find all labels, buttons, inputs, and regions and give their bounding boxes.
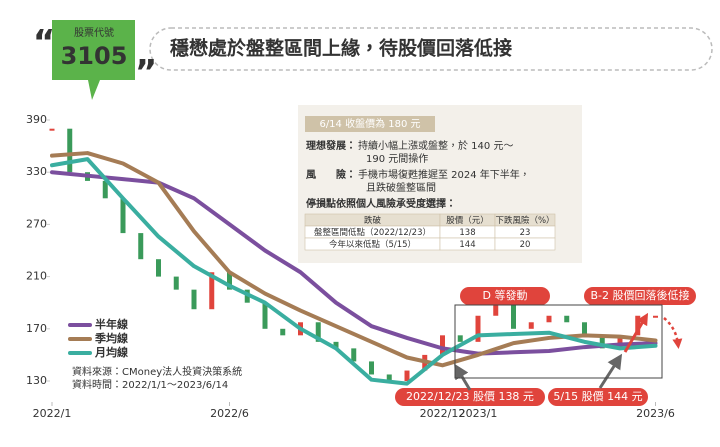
candle xyxy=(209,272,215,310)
legend-label: 半年線 xyxy=(95,317,128,331)
candle xyxy=(173,276,179,290)
x-tick-label: 2023/6 xyxy=(636,407,675,420)
stock-code: 3105 xyxy=(61,42,128,70)
candle xyxy=(315,322,321,342)
arrow xyxy=(623,312,649,353)
ma-line xyxy=(50,151,658,368)
table-text: 138 xyxy=(459,228,475,238)
risk-table: 跌破 股價（元） 下跌風險（%） 盤整區間低點（2022/12/23） 138 23 今年以… xyxy=(304,213,556,251)
title-frame xyxy=(149,27,713,71)
x-tick-label: 2022/12 xyxy=(420,407,466,420)
table-text: 股價（元） xyxy=(446,215,489,226)
note-line: 手機市場復甦推遲至 2024 年下半年， xyxy=(358,168,530,181)
callout-text: 2022/12/23 股價 138 元 xyxy=(406,389,534,403)
candle xyxy=(49,128,55,131)
legend-label: 月均線 xyxy=(94,345,128,359)
table-cell xyxy=(494,237,556,251)
y-tick-label: 390 xyxy=(26,113,47,126)
badge xyxy=(52,20,135,100)
x-tick-label: 2022/1 xyxy=(33,407,72,420)
arrow xyxy=(454,363,472,391)
candle xyxy=(404,370,410,381)
candle xyxy=(493,302,499,316)
candle xyxy=(333,341,339,349)
y-tick-label: 210 xyxy=(26,270,47,283)
note-box: 6/14 收盤價為 180 元 理想發展： 持續小幅上漲或盤整，於 140 元～… xyxy=(298,105,582,263)
candle xyxy=(457,335,463,342)
candle xyxy=(120,198,126,234)
candle xyxy=(386,374,392,381)
table-text: 23 xyxy=(520,228,531,238)
candle xyxy=(67,128,73,173)
candle xyxy=(653,315,658,318)
candle xyxy=(617,335,623,349)
y-tick-label: 330 xyxy=(26,165,47,178)
note-headline-bg xyxy=(305,116,435,132)
candle xyxy=(262,302,268,329)
candle xyxy=(280,328,286,336)
candle xyxy=(528,322,534,329)
candle xyxy=(511,302,516,329)
table-text: 跌破 xyxy=(364,215,382,226)
candle xyxy=(191,289,197,310)
candle xyxy=(369,361,374,375)
candle xyxy=(582,322,587,336)
arrow xyxy=(663,317,683,349)
table-text: 下跌風險（%） xyxy=(495,215,554,226)
source-note: 資料來源：CMoney法人投資決策系統 xyxy=(72,365,242,378)
note-line: 且跌破盤整區間 xyxy=(366,181,436,194)
arrow xyxy=(598,353,623,389)
candle xyxy=(227,272,232,290)
candle xyxy=(475,315,481,342)
x-tick-label: 2022/6 xyxy=(210,407,249,420)
callout-text: B-2 股價回落後低接 xyxy=(590,288,689,302)
note-label: 理想發展： xyxy=(306,139,356,152)
candle xyxy=(564,315,570,323)
range-box xyxy=(454,304,663,379)
table-text: 今年以來低點（5/15） xyxy=(329,239,416,250)
callout-bg xyxy=(395,388,545,406)
y-tick-label: 130 xyxy=(26,374,47,387)
note-label: 停損點依照個人風險承受度選擇： xyxy=(306,197,456,210)
note-headline: 6/14 收盤價為 180 元 xyxy=(319,117,420,130)
y-tick-label: 170 xyxy=(26,322,47,335)
note-line: 190 元間操作 xyxy=(366,152,428,165)
legend-label: 季均線 xyxy=(94,331,128,345)
x-tick-label: 2023/1 xyxy=(459,407,498,420)
candle xyxy=(440,335,445,355)
note-label: 風 險： xyxy=(306,168,356,181)
candle xyxy=(138,233,144,260)
badge-label: 股票代號 xyxy=(74,26,114,39)
candle xyxy=(351,348,357,362)
ma-line xyxy=(50,157,658,386)
page-title: 穩懋處於盤整區間上緣，待股價回落低接 xyxy=(170,37,512,60)
note-line: 持續小幅上漲或盤整，於 140 元～ xyxy=(358,139,513,152)
quote-close: ” xyxy=(135,53,157,93)
table-text: 20 xyxy=(520,240,531,250)
y-tick-label: 270 xyxy=(26,217,47,230)
callout-text: D 等發動 xyxy=(483,288,528,302)
callout-bg xyxy=(460,287,550,305)
table-text: 144 xyxy=(459,240,475,250)
candle xyxy=(546,315,552,323)
callout-bg xyxy=(584,287,696,305)
callout-bg xyxy=(548,388,648,406)
ma-line xyxy=(50,170,658,356)
callout-text: 5/15 股價 144 元 xyxy=(553,389,642,403)
quote-open: “ xyxy=(33,23,55,63)
table-text: 盤整區間低點（2022/12/23） xyxy=(314,227,431,238)
source-note: 資料時間：2022/1/1～2023/6/14 xyxy=(72,378,228,391)
candle xyxy=(102,180,108,199)
candle xyxy=(156,259,161,277)
candle xyxy=(599,335,605,349)
